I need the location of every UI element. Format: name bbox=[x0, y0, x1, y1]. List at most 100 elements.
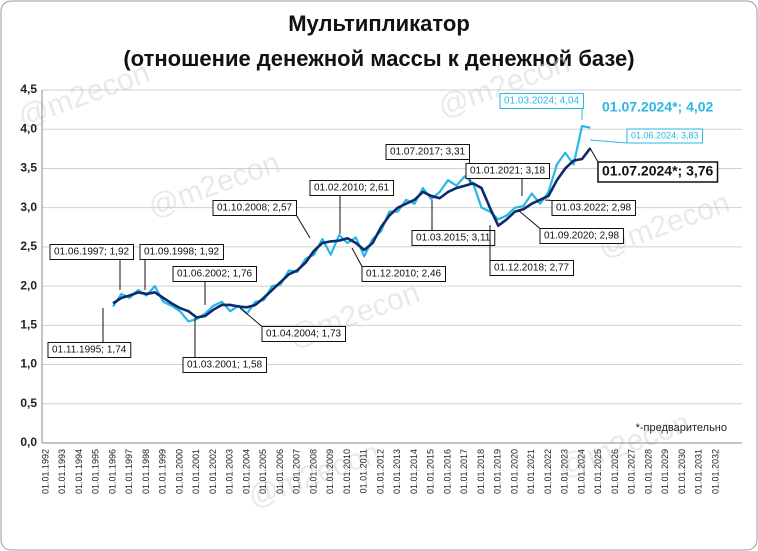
y-tick-label: 3,0 bbox=[20, 200, 37, 214]
annotation-arrow bbox=[589, 139, 628, 144]
annotation-box bbox=[309, 180, 395, 196]
annotation: 01.02.2010; 2,61 bbox=[314, 183, 390, 194]
x-tick-label: 01.01.2016 bbox=[442, 449, 452, 494]
x-tick-label: 01.01.1998 bbox=[141, 449, 151, 494]
x-tick-label: 01.01.2004 bbox=[241, 449, 251, 494]
x-tick-label: 01.01.2015 bbox=[426, 449, 436, 494]
x-tick-label: 01.01.2010 bbox=[342, 449, 352, 494]
x-tick-label: 01.01.2021 bbox=[526, 449, 536, 494]
y-tick-label: 4,0 bbox=[20, 121, 37, 135]
annotation-box bbox=[551, 200, 637, 216]
y-tick-label: 0,5 bbox=[20, 396, 37, 410]
annotation-box bbox=[489, 260, 575, 276]
x-tick-label: 01.01.2014 bbox=[409, 449, 419, 494]
x-tick-label: 01.01.2012 bbox=[375, 449, 385, 494]
annotation-box bbox=[47, 342, 132, 358]
x-tick-label: 01.01.2009 bbox=[325, 449, 335, 494]
annotation-arrow bbox=[589, 147, 599, 163]
x-tick-label: 01.01.2008 bbox=[308, 449, 318, 494]
annotation: 01.10.2008; 2,57 bbox=[217, 203, 293, 214]
annotation: 01.12.2010; 2,46 bbox=[366, 269, 442, 280]
annotation: 01.03.2001; 1,58 bbox=[187, 360, 263, 371]
y-tick-label: 2,0 bbox=[20, 278, 37, 292]
x-tick-label: 01.01.2003 bbox=[225, 449, 235, 494]
annotation: 01.04.2004; 1,73 bbox=[266, 329, 342, 340]
annotation-box bbox=[172, 266, 258, 282]
x-tick-label: 01.01.1994 bbox=[74, 449, 84, 494]
y-tick-label: 1,0 bbox=[20, 357, 37, 371]
x-tick-label: 01.01.2005 bbox=[258, 449, 268, 494]
x-tick-label: 01.01.2011 bbox=[359, 449, 369, 493]
x-tick-label: 01.01.2018 bbox=[476, 449, 486, 494]
annotation-arrow bbox=[296, 215, 311, 239]
annotation: 01.09.1998; 1,92 bbox=[144, 247, 220, 258]
x-tick-label: 01.01.2001 bbox=[191, 449, 201, 494]
y-tick-label: 4,5 bbox=[20, 82, 37, 96]
annotation-box bbox=[499, 93, 585, 109]
annotation-box bbox=[539, 228, 625, 244]
annotation-box bbox=[361, 266, 447, 282]
annotation-arrow bbox=[351, 247, 363, 267]
x-tick-label: 01.01.1995 bbox=[91, 449, 101, 494]
x-tick-label: 01.01.1992 bbox=[40, 449, 50, 494]
x-tick-label: 01.01.2029 bbox=[660, 449, 670, 494]
annotation-box bbox=[411, 230, 496, 246]
annotation-box bbox=[49, 244, 135, 260]
x-tick-label: 01.01.2026 bbox=[610, 449, 620, 494]
x-tick-label: 01.01.2000 bbox=[174, 449, 184, 494]
x-tick-label: 01.01.2025 bbox=[593, 449, 603, 494]
x-tick-label: 01.01.2027 bbox=[627, 449, 637, 494]
x-tick-label: 01.01.2032 bbox=[710, 449, 720, 494]
annotation: 01.06.2024; 3,83 bbox=[631, 130, 699, 140]
annotation-arrow bbox=[517, 209, 541, 229]
x-tick-label: 01.01.2006 bbox=[275, 449, 285, 494]
annotation-arrow bbox=[239, 307, 263, 327]
y-tick-label: 3,5 bbox=[20, 161, 37, 175]
x-tick-label: 01.01.1997 bbox=[124, 449, 134, 494]
x-tick-label: 01.01.2002 bbox=[208, 449, 218, 494]
y-tick-label: 1,5 bbox=[20, 318, 37, 332]
y-tick-label: 2,5 bbox=[20, 239, 37, 253]
annotation-arrow bbox=[544, 199, 553, 201]
x-tick-label: 01.01.2019 bbox=[493, 449, 503, 494]
x-tick-label: 01.01.2017 bbox=[459, 449, 469, 494]
x-tick-label: 01.01.2024 bbox=[576, 449, 586, 494]
annotation: 01.12.2018; 2,77 bbox=[494, 263, 570, 274]
footnote: *-предварительно bbox=[636, 422, 727, 434]
smoothed-line bbox=[112, 147, 592, 319]
annotation-box bbox=[212, 200, 298, 216]
x-tick-label: 01.01.1993 bbox=[57, 449, 67, 494]
annotation-box bbox=[626, 128, 704, 144]
annotation: 01.11.1995; 1,74 bbox=[52, 345, 127, 356]
annotation: 01.03.2022; 2,98 bbox=[556, 203, 632, 214]
annotation-box bbox=[465, 163, 551, 179]
annotation-box bbox=[385, 144, 471, 160]
annotation-box bbox=[597, 161, 719, 183]
annotation-box bbox=[182, 357, 268, 373]
x-tick-label: 01.01.2022 bbox=[543, 449, 553, 494]
x-tick-label: 01.01.2030 bbox=[677, 449, 687, 494]
annotation: 01.09.2020; 2,98 bbox=[544, 231, 620, 242]
annotation: 01.03.2024; 4,04 bbox=[504, 96, 580, 107]
annotation: 01.07.2024*; 4,02 bbox=[602, 99, 714, 115]
annotation: 01.01.2021; 3,18 bbox=[470, 166, 546, 177]
y-tick-label: 0,0 bbox=[20, 435, 37, 449]
chart-subtitle: (отношение денежной массы к денежной баз… bbox=[123, 46, 634, 71]
x-tick-label: 01.01.1999 bbox=[158, 449, 168, 494]
annotation-box bbox=[139, 244, 225, 260]
annotation: 01.03.2015; 3,11 bbox=[416, 233, 491, 244]
annotation: 01.07.2024*; 3,76 bbox=[602, 163, 714, 179]
annotation: 01.06.1997; 1,92 bbox=[54, 247, 130, 258]
x-tick-label: 01.01.2028 bbox=[643, 449, 653, 494]
x-tick-label: 01.01.1996 bbox=[107, 449, 117, 494]
annotation: 01.06.2002; 1,76 bbox=[177, 269, 253, 280]
x-tick-label: 01.01.2031 bbox=[694, 449, 704, 494]
chart-title: Мультипликатор bbox=[288, 11, 470, 36]
plot: 0,0 0,5 1,0 1,5 2,0 2,5 3,0 3,5 4,0 4,5 01.01.1992… bbox=[20, 82, 742, 494]
x-tick-label: 01.01.2020 bbox=[509, 449, 519, 494]
x-tick-label: 01.01.2007 bbox=[292, 449, 302, 494]
annotation-box bbox=[261, 326, 347, 342]
x-tick-label: 01.01.2023 bbox=[560, 449, 570, 494]
annotation: 01.07.2017; 3,31 bbox=[390, 147, 466, 158]
